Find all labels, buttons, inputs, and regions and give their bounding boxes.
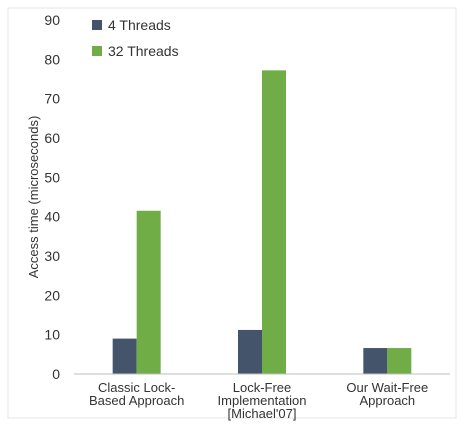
x-tick-label: Implementation <box>218 393 307 408</box>
x-axis-labels: Classic Lock-Based Approach Lock-FreeImpl… <box>89 380 428 421</box>
legend-label: 4 Threads <box>108 17 171 33</box>
bar-series-2 <box>262 70 286 374</box>
x-tick-label: [Michael'07] <box>228 406 297 421</box>
x-tick-label: Approach <box>360 393 416 408</box>
x-tick-label: Based Approach <box>89 393 184 408</box>
y-tick-label: 30 <box>44 248 60 264</box>
y-tick-label: 80 <box>44 51 60 67</box>
bar-series-1 <box>238 329 262 374</box>
bar-series-2 <box>387 348 412 374</box>
legend-swatch <box>92 46 102 56</box>
x-tick-label: Classic Lock- <box>98 380 175 395</box>
legend-swatch <box>92 20 102 30</box>
y-tick-label: 70 <box>44 91 60 107</box>
y-tick-label: 40 <box>44 209 60 225</box>
bar-series-1 <box>363 348 388 374</box>
y-tick-label: 60 <box>44 130 60 146</box>
bars <box>112 70 412 374</box>
y-tick-label: 20 <box>44 287 60 303</box>
x-tick-label: Our Wait-Free <box>346 380 428 395</box>
x-tick-label: Lock-Free <box>233 380 292 395</box>
legend: 4 Threads 32 Threads <box>92 17 179 59</box>
legend-label: 32 Threads <box>108 43 179 59</box>
y-axis-label: Access time (microseconds) <box>26 116 41 279</box>
bar-series-2 <box>136 210 161 374</box>
bar-series-1 <box>112 338 137 374</box>
y-tick-label: 0 <box>52 366 60 382</box>
y-tick-label: 50 <box>44 169 60 185</box>
y-tick-label: 90 <box>44 12 60 28</box>
y-axis-ticks: 0 10 20 30 40 50 60 70 80 90 <box>44 12 60 382</box>
y-tick-label: 10 <box>44 327 60 343</box>
